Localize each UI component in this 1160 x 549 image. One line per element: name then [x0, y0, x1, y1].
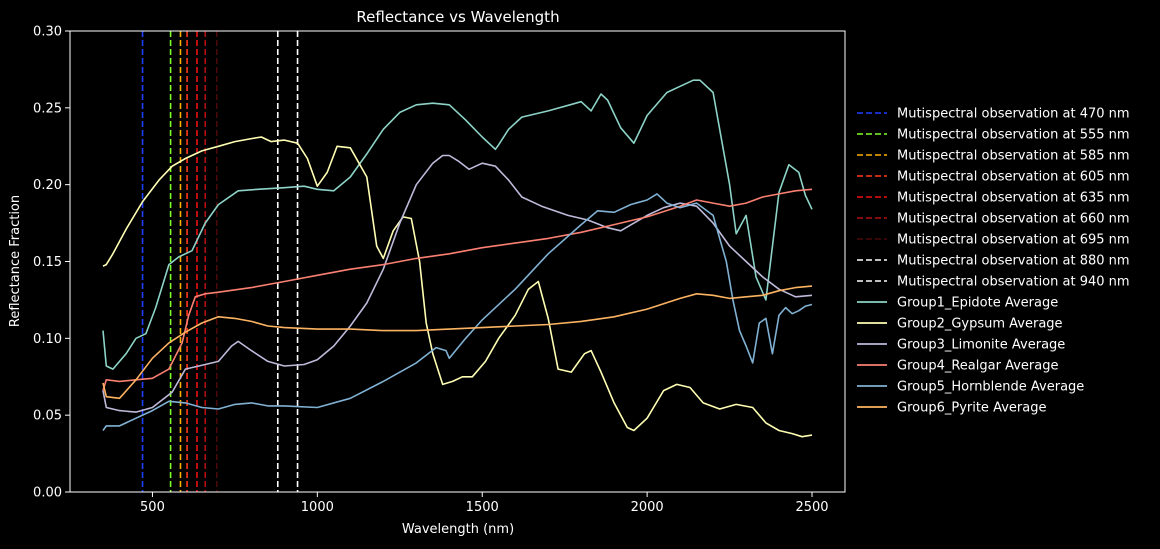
- legend-label-series-4: Group4_Realgar Average: [897, 359, 1058, 374]
- legend-label-observation-470: Mutispectral observation at 470 nm: [897, 107, 1130, 122]
- legend-label-series-5: Group5_Hornblende Average: [897, 380, 1084, 395]
- legend-label-observation-605: Mutispectral observation at 605 nm: [897, 170, 1130, 185]
- x-tick-label: 500: [140, 500, 165, 515]
- y-tick-label: 0.15: [33, 255, 62, 270]
- legend-label-series-2: Group2_Gypsum Average: [897, 317, 1063, 332]
- x-axis-label: Wavelength (nm): [402, 522, 514, 537]
- y-tick-label: 0.30: [33, 25, 62, 40]
- series-line-3: [102, 154, 813, 413]
- legend-label-observation-880: Mutispectral observation at 880 nm: [897, 254, 1130, 269]
- chart-title: Reflectance vs Wavelength: [356, 8, 559, 26]
- series-line-5: [102, 193, 813, 431]
- axes: 500 1000 1500 2000 2500 0.00 0.05 0.10 0.15 0.20 0…: [33, 25, 846, 515]
- x-tick-label: 2500: [795, 500, 828, 515]
- legend-label-observation-635: Mutispectral observation at 635 nm: [897, 191, 1130, 206]
- series-line-1: [102, 79, 813, 370]
- series-line-6: [102, 285, 813, 400]
- x-tick-label: 1000: [301, 500, 334, 515]
- y-tick-label: 0.10: [33, 332, 62, 347]
- y-axis-label: Reflectance Fraction: [8, 195, 23, 327]
- legend-label-observation-555: Mutispectral observation at 555 nm: [897, 128, 1130, 143]
- legend-label-observation-660: Mutispectral observation at 660 nm: [897, 212, 1130, 227]
- legend-label-series-6: Group6_Pyrite Average: [897, 401, 1046, 416]
- legend-label-observation-940: Mutispectral observation at 940 nm: [897, 275, 1130, 290]
- legend-label-series-3: Group3_Limonite Average: [897, 338, 1065, 353]
- y-tick-label: 0.00: [33, 486, 62, 501]
- legend-label-observation-695: Mutispectral observation at 695 nm: [897, 233, 1130, 248]
- y-tick-label: 0.05: [33, 409, 62, 424]
- y-tick-label: 0.25: [33, 101, 62, 116]
- series-line-2: [102, 136, 813, 438]
- axes-frame: [69, 30, 846, 493]
- legend: Mutispectral observation at 470 nm Mutisp…: [857, 107, 1130, 416]
- y-tick-label: 0.20: [33, 178, 62, 193]
- series-line-4: [102, 188, 813, 391]
- legend-label-observation-585: Mutispectral observation at 585 nm: [897, 149, 1130, 164]
- legend-label-series-1: Group1_Epidote Average: [897, 296, 1058, 311]
- x-tick-label: 2000: [631, 500, 664, 515]
- plot-area: [102, 31, 813, 492]
- x-tick-label: 1500: [466, 500, 499, 515]
